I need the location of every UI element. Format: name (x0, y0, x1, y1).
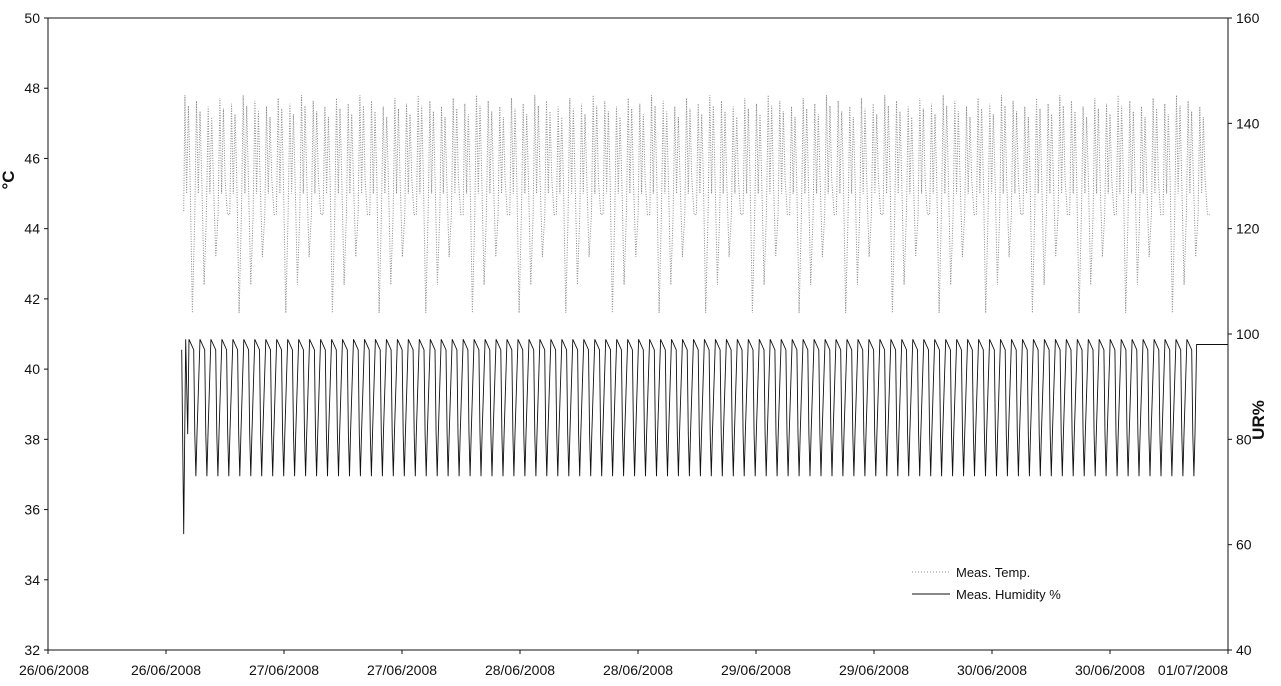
y-left-tick-label: 36 (24, 502, 40, 518)
y-axis-right-ticks: 40 60 80 100 120 140 160 (1228, 10, 1260, 658)
x-axis-ticks: 26/06/2008 26/06/2008 27/06/2008 27/06/2008… (19, 650, 1229, 678)
y-left-tick-label: 50 (24, 10, 40, 26)
x-tick-label: 28/06/2008 (603, 662, 673, 678)
y-right-tick-label: 60 (1236, 537, 1252, 553)
plot-area (47, 17, 1229, 651)
x-tick-label: 27/06/2008 (249, 662, 319, 678)
series-humidity-line (181, 339, 1228, 535)
legend-label-humidity: Meas. Humidity % (956, 587, 1061, 602)
y-axis-left-ticks: 32 34 36 38 40 42 44 46 48 50 (24, 10, 48, 658)
y-axis-right-title: UR% (1249, 400, 1268, 440)
y-right-tick-label: 80 (1236, 431, 1252, 447)
y-left-tick-label: 32 (24, 642, 40, 658)
x-tick-label: 30/06/2008 (1075, 662, 1145, 678)
y-axis-left-title: °C (0, 170, 18, 189)
y-right-tick-label: 100 (1236, 326, 1260, 342)
series-group (181, 95, 1228, 535)
y-left-tick-label: 42 (24, 291, 40, 307)
legend: Meas. Temp. Meas. Humidity % (912, 565, 1061, 602)
y-left-tick-label: 34 (24, 572, 40, 588)
y-left-tick-label: 48 (24, 80, 40, 96)
x-tick-label: 29/06/2008 (721, 662, 791, 678)
legend-label-temperature: Meas. Temp. (956, 565, 1030, 580)
y-right-tick-label: 160 (1236, 10, 1260, 26)
x-tick-label: 26/06/2008 (131, 662, 201, 678)
y-left-tick-label: 44 (24, 221, 40, 237)
y-left-tick-label: 46 (24, 150, 40, 166)
x-tick-label: 01/07/2008 (1158, 662, 1228, 678)
y-right-tick-label: 140 (1236, 115, 1260, 131)
y-right-tick-label: 120 (1236, 221, 1260, 237)
y-right-tick-label: 40 (1236, 642, 1252, 658)
x-tick-label: 29/06/2008 (839, 662, 909, 678)
x-tick-label: 30/06/2008 (957, 662, 1027, 678)
x-tick-label: 27/06/2008 (367, 662, 437, 678)
y-left-tick-label: 38 (24, 431, 40, 447)
y-left-tick-label: 40 (24, 361, 40, 377)
x-tick-label: 26/06/2008 (19, 662, 89, 678)
x-tick-label: 28/06/2008 (485, 662, 555, 678)
